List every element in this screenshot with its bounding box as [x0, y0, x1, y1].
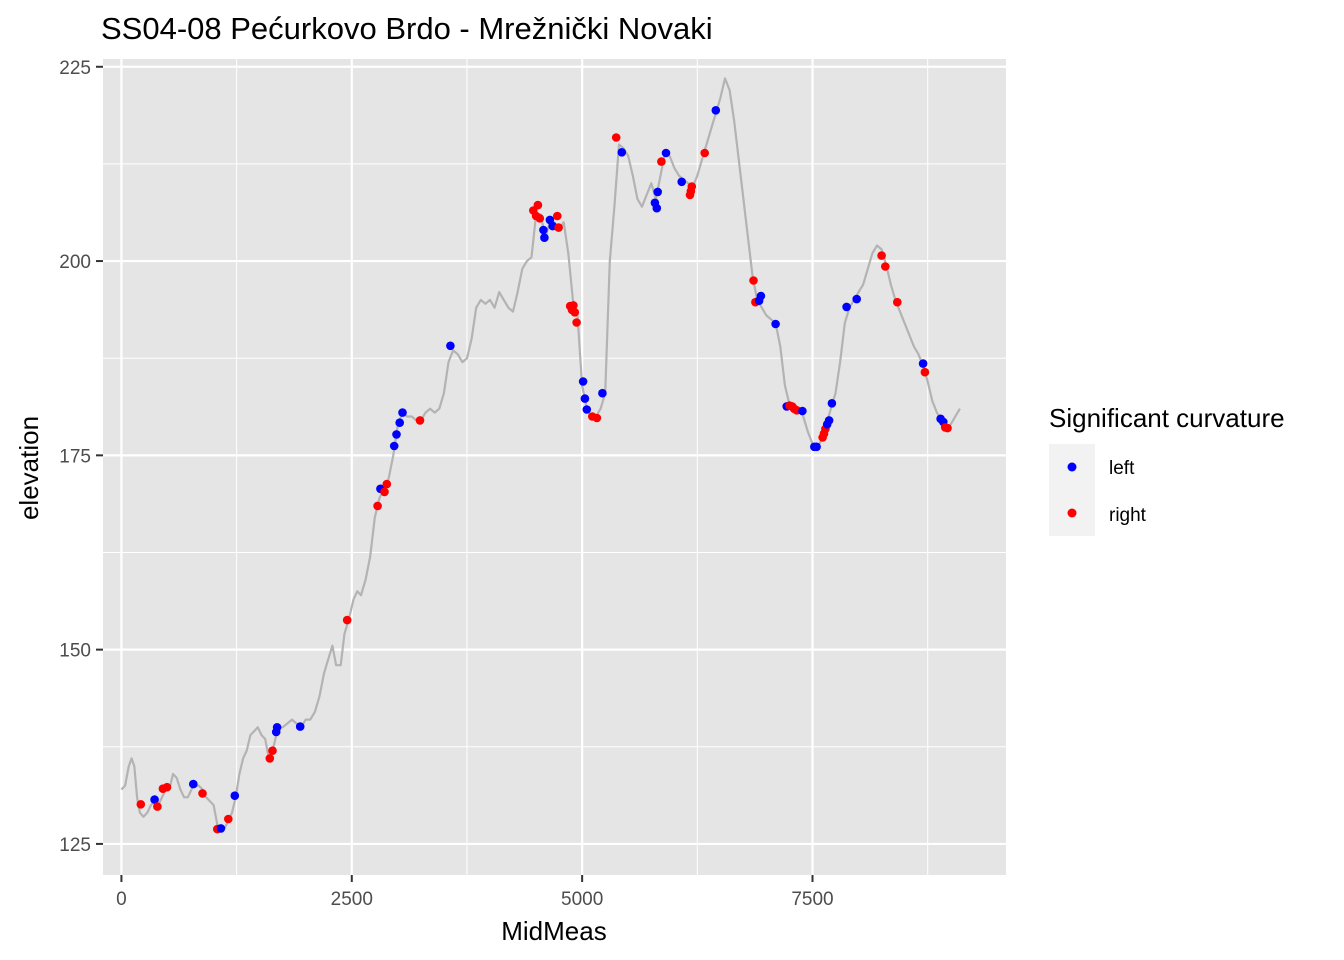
point-left	[540, 233, 549, 242]
point-right	[535, 214, 545, 223]
point-right	[136, 800, 146, 809]
point-left	[150, 795, 159, 804]
point-right	[554, 223, 563, 232]
point-right	[611, 133, 621, 142]
point-right	[943, 423, 952, 433]
point-left	[617, 148, 627, 157]
point-right	[592, 413, 602, 423]
point-right	[415, 416, 425, 425]
point-right	[224, 814, 233, 824]
chart-title: SS04-08 Pećurkovo Brdo - Mrežnički Novak…	[101, 11, 713, 46]
point-left	[852, 294, 861, 304]
point-right	[380, 487, 389, 497]
point-right	[572, 318, 581, 327]
legend-swatch-left	[1067, 462, 1077, 472]
point-left	[918, 359, 928, 368]
point-right	[265, 754, 275, 763]
plot-panel	[103, 59, 1006, 875]
point-left	[771, 319, 780, 329]
x-tick-label: 5000	[561, 889, 603, 910]
point-left	[677, 177, 686, 187]
y-axis-ticks: 125 150 175 200 225	[59, 58, 103, 856]
point-left	[398, 408, 407, 417]
y-tick-label: 200	[59, 252, 91, 273]
legend: Significant curvature left right	[1049, 403, 1285, 536]
point-left	[446, 341, 455, 351]
point-right	[533, 200, 543, 210]
point-right	[657, 157, 666, 166]
point-left	[392, 430, 401, 439]
point-left	[582, 405, 592, 414]
point-right	[920, 367, 930, 377]
point-right	[382, 479, 392, 489]
point-left	[652, 203, 662, 213]
point-left	[812, 442, 821, 452]
point-left	[216, 824, 226, 833]
point-left	[230, 791, 240, 800]
point-right	[749, 276, 758, 285]
point-left	[389, 441, 399, 451]
point-left	[827, 399, 837, 408]
point-left	[842, 302, 851, 312]
point-right	[569, 301, 578, 310]
x-tick-label: 7500	[791, 889, 833, 910]
point-left	[580, 394, 590, 403]
point-left	[711, 106, 721, 115]
grid-minor	[103, 59, 1006, 875]
x-tick-label: 0	[116, 889, 127, 910]
grid-major	[103, 59, 1006, 875]
point-left	[653, 187, 662, 197]
y-tick-label: 225	[59, 58, 91, 79]
point-right	[268, 746, 277, 755]
point-right	[687, 182, 697, 191]
point-right	[893, 297, 902, 307]
point-left	[798, 406, 807, 416]
point-left	[598, 388, 607, 398]
point-right	[877, 251, 886, 260]
legend-title: Significant curvature	[1049, 403, 1285, 433]
y-tick-label: 125	[59, 835, 91, 856]
x-axis-ticks: 0 2500 5000 7500	[116, 875, 834, 910]
legend-label-left: left	[1109, 458, 1135, 479]
point-left	[824, 416, 834, 425]
x-tick-label: 2500	[331, 889, 373, 910]
point-right	[342, 615, 352, 625]
point-left	[756, 291, 766, 301]
point-left	[295, 722, 305, 731]
y-tick-label: 150	[59, 641, 91, 662]
point-right	[553, 211, 562, 221]
curvature-points	[136, 106, 952, 834]
y-axis-title: elevation	[14, 416, 44, 520]
point-right	[700, 148, 709, 158]
y-tick-label: 175	[59, 446, 91, 467]
point-right	[162, 782, 172, 792]
point-left	[189, 779, 198, 789]
point-left	[395, 418, 405, 428]
x-axis-title: MidMeas	[501, 916, 606, 946]
legend-swatch-right	[1067, 508, 1077, 518]
point-left	[539, 225, 548, 235]
point-right	[373, 501, 382, 511]
point-right	[570, 308, 580, 317]
legend-label-right: right	[1109, 505, 1147, 526]
point-right	[198, 789, 207, 798]
point-left	[661, 148, 671, 158]
point-right	[881, 262, 890, 271]
point-left	[578, 377, 588, 386]
point-right	[153, 802, 162, 811]
point-left	[272, 723, 282, 732]
